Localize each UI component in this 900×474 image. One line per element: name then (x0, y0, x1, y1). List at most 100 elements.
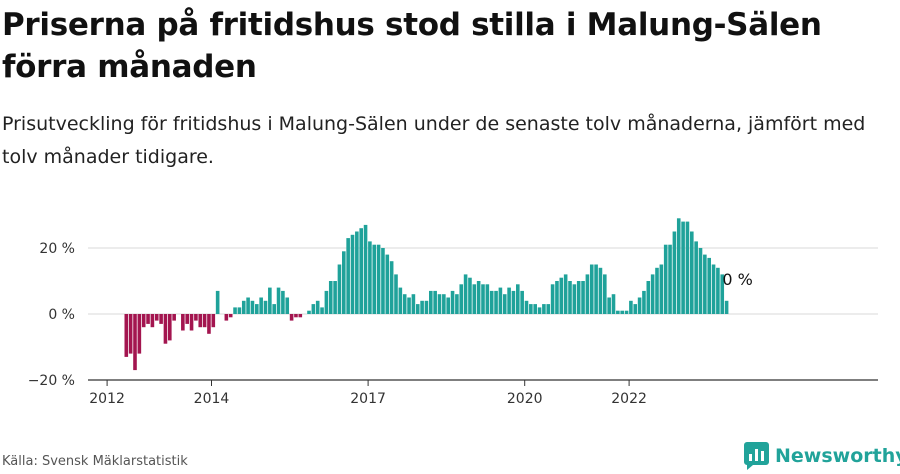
bar (307, 310, 311, 314)
bar (663, 244, 668, 314)
bar (498, 287, 503, 314)
bar (281, 290, 285, 314)
bar (690, 231, 694, 314)
bar (146, 314, 150, 324)
bar (263, 300, 268, 314)
bar (633, 304, 638, 314)
bar (516, 284, 520, 314)
bar (207, 314, 211, 334)
y-axis-ticks: −20 % 0 % 20 % (28, 241, 75, 389)
bar (154, 314, 159, 321)
bar (576, 281, 581, 314)
bar (711, 264, 716, 314)
newsworthy-logo-icon (744, 442, 769, 470)
bar (533, 304, 537, 314)
bar (629, 300, 633, 314)
x-tick-label: 2012 (89, 391, 125, 407)
bar (133, 314, 137, 371)
bar (250, 300, 255, 314)
bar (442, 294, 446, 314)
bar (215, 290, 220, 314)
bar (611, 294, 616, 314)
bar (246, 297, 250, 314)
bar (550, 284, 555, 314)
bar (659, 264, 664, 314)
bar (324, 290, 329, 314)
bar (589, 264, 594, 314)
bar (646, 281, 651, 314)
bar (228, 314, 233, 318)
bar (328, 281, 333, 314)
bar (524, 300, 529, 314)
bar (311, 304, 316, 314)
brand-name: Newsworthy (775, 445, 900, 467)
bar (224, 314, 229, 321)
bar (485, 284, 490, 314)
bar (168, 314, 172, 341)
bar (455, 294, 459, 314)
bar (585, 274, 590, 314)
bar (624, 310, 629, 314)
bar (398, 287, 403, 314)
bar (185, 314, 189, 324)
bar (181, 314, 185, 331)
bar (511, 290, 516, 314)
bar (381, 248, 385, 314)
bar (172, 314, 176, 321)
y-tick-label: 20 % (39, 241, 75, 257)
x-tick-label: 2017 (350, 391, 386, 407)
chart-title: Priserna på fritidshus stod stilla i Mal… (2, 7, 822, 85)
bar (450, 290, 455, 314)
bar (268, 287, 272, 314)
bar (211, 314, 216, 328)
bar (285, 297, 290, 314)
bar (555, 281, 559, 314)
bar (355, 231, 359, 314)
bar (429, 290, 433, 314)
bar (637, 297, 642, 314)
bar (189, 314, 194, 331)
bar (407, 297, 411, 314)
bar (472, 284, 477, 314)
bar (159, 314, 163, 324)
bar (320, 307, 324, 314)
bar (424, 300, 429, 314)
bar (594, 264, 598, 314)
bar (650, 274, 655, 314)
bar (620, 310, 624, 314)
bar (559, 277, 564, 314)
bar (716, 267, 720, 314)
bar (563, 274, 568, 314)
bar (476, 281, 481, 314)
bar (698, 248, 703, 314)
bar (342, 251, 346, 314)
bar (433, 290, 437, 314)
bar (672, 231, 677, 314)
bar (194, 314, 198, 321)
bar (372, 244, 377, 314)
bar (494, 290, 498, 314)
bar (437, 294, 442, 314)
bar (668, 244, 672, 314)
bar (581, 281, 585, 314)
bar (298, 314, 303, 318)
bar (468, 277, 472, 314)
bar (642, 290, 646, 314)
bar (542, 304, 546, 314)
bar (402, 294, 407, 314)
bar (568, 281, 572, 314)
bar (607, 297, 611, 314)
bar (703, 254, 707, 314)
bar (681, 221, 685, 314)
bar (489, 290, 494, 314)
bar (363, 224, 368, 314)
bar (315, 300, 320, 314)
bar (333, 281, 337, 314)
bar (502, 294, 507, 314)
bar (459, 284, 464, 314)
x-tick-label: 2022 (611, 391, 647, 407)
x-tick-label: 2020 (507, 391, 543, 407)
bar (707, 257, 711, 314)
y-tick-label: 0 % (48, 307, 75, 323)
bar (603, 274, 607, 314)
